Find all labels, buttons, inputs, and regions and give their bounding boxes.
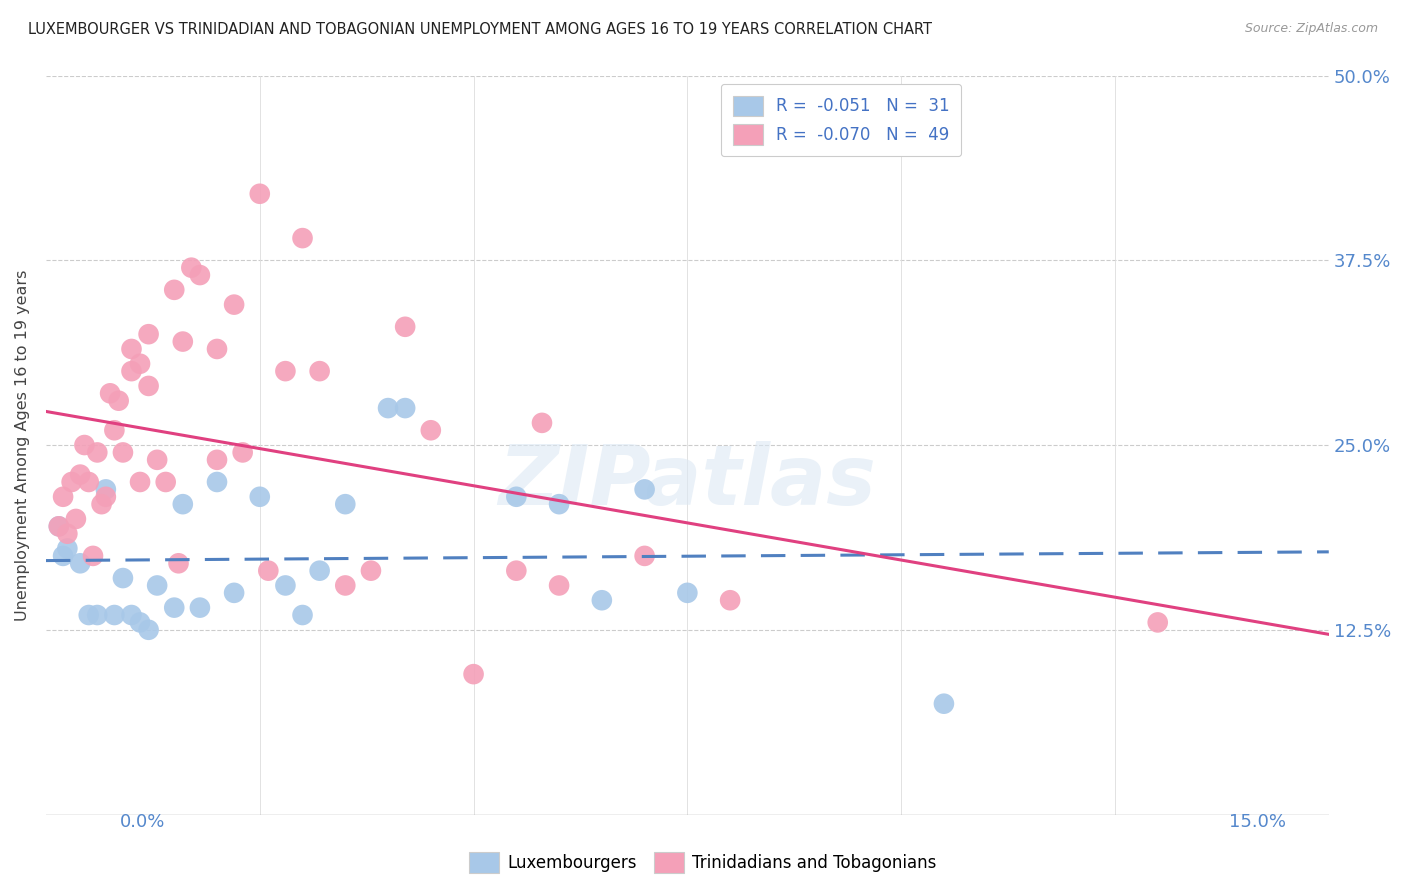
Point bbox=[94, 490, 117, 504]
Point bbox=[129, 615, 152, 630]
Point bbox=[205, 342, 228, 356]
Point bbox=[73, 438, 96, 452]
Point bbox=[633, 549, 655, 563]
Point bbox=[291, 607, 314, 622]
Point bbox=[52, 490, 75, 504]
Point bbox=[65, 512, 87, 526]
Point bbox=[530, 416, 553, 430]
Point bbox=[335, 578, 357, 592]
Point bbox=[90, 497, 112, 511]
Legend: Luxembourgers, Trinidadians and Tobagonians: Luxembourgers, Trinidadians and Tobagoni… bbox=[463, 846, 943, 880]
Point bbox=[103, 423, 125, 437]
Point bbox=[932, 697, 955, 711]
Point bbox=[548, 578, 571, 592]
Point bbox=[188, 268, 211, 282]
Point bbox=[163, 600, 186, 615]
Point bbox=[718, 593, 741, 607]
Point bbox=[505, 564, 527, 578]
Point bbox=[1146, 615, 1168, 630]
Point bbox=[48, 519, 70, 533]
Point bbox=[129, 357, 152, 371]
Point bbox=[60, 475, 83, 489]
Point bbox=[121, 342, 143, 356]
Point bbox=[291, 231, 314, 245]
Point bbox=[205, 475, 228, 489]
Point bbox=[232, 445, 254, 459]
Point bbox=[69, 556, 91, 570]
Point bbox=[107, 393, 129, 408]
Point bbox=[56, 541, 79, 556]
Point bbox=[82, 549, 104, 563]
Point bbox=[377, 401, 399, 415]
Y-axis label: Unemployment Among Ages 16 to 19 years: Unemployment Among Ages 16 to 19 years bbox=[15, 269, 30, 621]
Point bbox=[308, 364, 330, 378]
Point bbox=[463, 667, 485, 681]
Point bbox=[394, 319, 416, 334]
Point bbox=[121, 364, 143, 378]
Point bbox=[77, 475, 100, 489]
Point bbox=[138, 623, 160, 637]
Point bbox=[188, 600, 211, 615]
Point bbox=[335, 497, 357, 511]
Point bbox=[48, 519, 70, 533]
Point bbox=[129, 475, 152, 489]
Point bbox=[111, 571, 134, 585]
Text: 15.0%: 15.0% bbox=[1229, 814, 1286, 831]
Point bbox=[224, 586, 246, 600]
Point bbox=[69, 467, 91, 482]
Point bbox=[56, 526, 79, 541]
Point bbox=[274, 364, 297, 378]
Point bbox=[224, 298, 246, 312]
Point bbox=[249, 186, 271, 201]
Point bbox=[548, 497, 571, 511]
Point bbox=[138, 379, 160, 393]
Point bbox=[121, 607, 143, 622]
Point bbox=[308, 564, 330, 578]
Text: 0.0%: 0.0% bbox=[120, 814, 165, 831]
Point bbox=[274, 578, 297, 592]
Point bbox=[419, 423, 441, 437]
Point bbox=[167, 556, 190, 570]
Point bbox=[172, 334, 194, 349]
Point bbox=[505, 490, 527, 504]
Legend: R =  -0.051   N =  31, R =  -0.070   N =  49: R = -0.051 N = 31, R = -0.070 N = 49 bbox=[721, 84, 962, 156]
Point bbox=[249, 490, 271, 504]
Point bbox=[98, 386, 121, 401]
Point bbox=[111, 445, 134, 459]
Point bbox=[86, 445, 108, 459]
Point bbox=[146, 452, 169, 467]
Text: Source: ZipAtlas.com: Source: ZipAtlas.com bbox=[1244, 22, 1378, 36]
Point bbox=[205, 452, 228, 467]
Point bbox=[86, 607, 108, 622]
Point bbox=[360, 564, 382, 578]
Point bbox=[257, 564, 280, 578]
Point bbox=[155, 475, 177, 489]
Point bbox=[180, 260, 202, 275]
Point bbox=[633, 483, 655, 497]
Text: LUXEMBOURGER VS TRINIDADIAN AND TOBAGONIAN UNEMPLOYMENT AMONG AGES 16 TO 19 YEAR: LUXEMBOURGER VS TRINIDADIAN AND TOBAGONI… bbox=[28, 22, 932, 37]
Point bbox=[172, 497, 194, 511]
Point bbox=[103, 607, 125, 622]
Point bbox=[591, 593, 613, 607]
Point bbox=[163, 283, 186, 297]
Point bbox=[394, 401, 416, 415]
Point bbox=[676, 586, 699, 600]
Text: ZIPatlas: ZIPatlas bbox=[499, 442, 876, 523]
Point bbox=[146, 578, 169, 592]
Point bbox=[138, 327, 160, 342]
Point bbox=[94, 483, 117, 497]
Point bbox=[52, 549, 75, 563]
Point bbox=[77, 607, 100, 622]
